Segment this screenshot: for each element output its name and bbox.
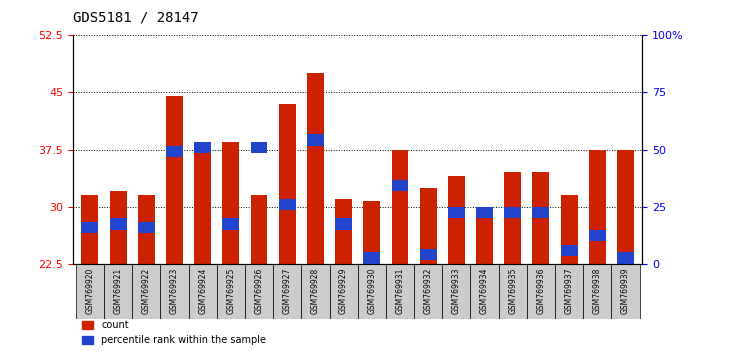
Bar <box>420 188 437 264</box>
FancyBboxPatch shape <box>188 264 217 319</box>
Text: GSM769925: GSM769925 <box>226 268 235 314</box>
Bar <box>110 192 126 264</box>
Bar <box>504 172 521 264</box>
FancyBboxPatch shape <box>358 264 386 319</box>
FancyBboxPatch shape <box>414 264 442 319</box>
Text: GSM769934: GSM769934 <box>480 268 489 314</box>
Text: GSM769938: GSM769938 <box>593 268 602 314</box>
FancyBboxPatch shape <box>104 264 132 319</box>
Text: GSM769921: GSM769921 <box>114 268 123 314</box>
Text: GSM769936: GSM769936 <box>537 268 545 314</box>
Bar <box>364 252 380 264</box>
Bar <box>532 172 550 264</box>
Bar <box>589 150 606 264</box>
Text: GSM769920: GSM769920 <box>85 268 94 314</box>
FancyBboxPatch shape <box>499 264 527 319</box>
Text: GSM769932: GSM769932 <box>423 268 433 314</box>
Bar <box>335 199 352 264</box>
Bar <box>82 222 99 233</box>
Text: GSM769933: GSM769933 <box>452 268 461 314</box>
Bar <box>504 207 521 218</box>
Bar <box>110 218 126 229</box>
Bar <box>391 150 409 264</box>
Bar <box>138 222 155 233</box>
Text: GSM769937: GSM769937 <box>564 268 574 314</box>
Bar <box>476 207 493 218</box>
Text: GSM769935: GSM769935 <box>508 268 518 314</box>
Bar <box>561 245 577 256</box>
Bar <box>166 146 183 157</box>
Text: GSM769923: GSM769923 <box>170 268 179 314</box>
FancyBboxPatch shape <box>470 264 499 319</box>
Bar <box>448 176 465 264</box>
Bar <box>250 195 267 264</box>
Bar <box>194 142 211 153</box>
Text: GDS5181 / 28147: GDS5181 / 28147 <box>73 11 199 25</box>
Bar <box>138 195 155 264</box>
Text: GSM769929: GSM769929 <box>339 268 348 314</box>
Bar <box>448 207 465 218</box>
Bar <box>307 135 324 146</box>
FancyBboxPatch shape <box>442 264 470 319</box>
Text: GSM769922: GSM769922 <box>142 268 151 314</box>
Bar <box>250 142 267 153</box>
FancyBboxPatch shape <box>132 264 161 319</box>
Bar <box>82 195 99 264</box>
Bar <box>223 142 239 264</box>
Bar <box>420 249 437 260</box>
FancyBboxPatch shape <box>329 264 358 319</box>
Bar <box>391 180 409 192</box>
FancyBboxPatch shape <box>414 341 639 354</box>
Bar <box>166 96 183 264</box>
FancyBboxPatch shape <box>273 264 301 319</box>
FancyBboxPatch shape <box>386 264 414 319</box>
Text: GSM769928: GSM769928 <box>311 268 320 314</box>
Text: GSM769939: GSM769939 <box>621 268 630 314</box>
FancyBboxPatch shape <box>245 264 273 319</box>
Bar <box>476 211 493 264</box>
Bar <box>532 207 550 218</box>
Bar <box>617 252 634 264</box>
FancyBboxPatch shape <box>583 264 612 319</box>
Text: GSM769927: GSM769927 <box>283 268 292 314</box>
FancyBboxPatch shape <box>217 264 245 319</box>
FancyBboxPatch shape <box>76 341 414 354</box>
Text: GSM769931: GSM769931 <box>396 268 404 314</box>
Text: GSM769930: GSM769930 <box>367 268 376 314</box>
FancyBboxPatch shape <box>555 264 583 319</box>
FancyBboxPatch shape <box>161 264 188 319</box>
FancyBboxPatch shape <box>76 264 104 319</box>
Bar <box>335 218 352 229</box>
Legend: count, percentile rank within the sample: count, percentile rank within the sample <box>78 316 270 349</box>
Bar <box>307 74 324 264</box>
Bar <box>194 150 211 264</box>
FancyBboxPatch shape <box>527 264 555 319</box>
Bar <box>364 201 380 264</box>
Bar <box>279 199 296 211</box>
Bar <box>561 195 577 264</box>
Bar <box>617 150 634 264</box>
FancyBboxPatch shape <box>301 264 329 319</box>
Bar <box>589 229 606 241</box>
Bar <box>279 104 296 264</box>
FancyBboxPatch shape <box>612 264 639 319</box>
Bar <box>223 218 239 229</box>
Text: GSM769926: GSM769926 <box>255 268 264 314</box>
Text: GSM769924: GSM769924 <box>198 268 207 314</box>
